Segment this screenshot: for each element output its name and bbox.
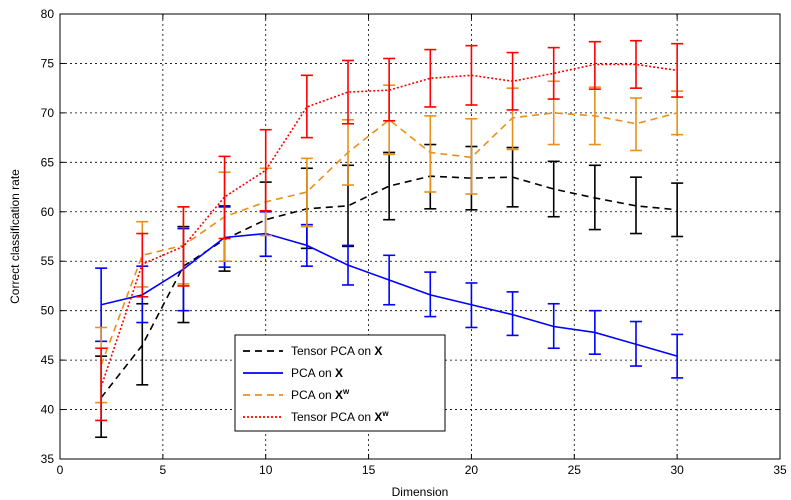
y-tick-label: 40: [41, 403, 55, 417]
series-2: [95, 205, 684, 379]
error-bar: [671, 42, 684, 98]
legend-label-main: Tensor PCA on: [291, 410, 374, 424]
error-bar: [547, 46, 560, 100]
error-bar: [630, 320, 642, 367]
legend-label-superscript: w: [381, 409, 389, 418]
legend-label: Tensor PCA on Xw: [291, 409, 389, 424]
error-bar: [218, 155, 231, 240]
error-bar: [300, 74, 313, 139]
series-line: [100, 175, 678, 399]
legend-label: Tensor PCA on X: [291, 344, 382, 358]
plot-frame: [59, 13, 781, 460]
error-bar: [588, 40, 601, 90]
x-tick-label: 25: [568, 463, 582, 477]
legend-label-variable: X: [335, 388, 343, 402]
y-tick-label: 70: [41, 106, 55, 120]
legend-label-variable: X: [374, 410, 382, 424]
y-tick-label: 75: [41, 56, 55, 70]
error-bar: [300, 223, 313, 267]
error-bar: [506, 291, 519, 337]
x-tick-label: 35: [773, 463, 787, 477]
legend-entry-2: PCA on X: [243, 366, 343, 380]
legend-label-main: PCA on: [291, 366, 335, 380]
error-bar: [424, 48, 437, 108]
y-tick-label: 65: [41, 155, 55, 169]
error-bar: [671, 182, 684, 238]
legend-entry-3: PCA on Xw: [243, 387, 350, 402]
y-tick-label: 35: [41, 452, 55, 466]
error-bar: [547, 160, 560, 218]
error-bar: [177, 206, 190, 287]
error-bar: [424, 271, 437, 318]
legend-entry-1: Tensor PCA on X: [243, 344, 382, 358]
error-bar: [342, 59, 354, 125]
x-tick-label: 15: [362, 463, 376, 477]
x-tick-label: 5: [160, 463, 167, 477]
error-bar: [465, 282, 478, 329]
error-bar: [588, 309, 601, 355]
error-bar: [630, 176, 642, 235]
legend-entry-4: Tensor PCA on Xw: [243, 409, 389, 424]
error-bar: [136, 232, 149, 298]
error-bar: [630, 97, 642, 152]
y-tick-label: 45: [41, 353, 55, 367]
series-line: [100, 112, 678, 366]
legend-label-variable: X: [335, 366, 343, 380]
x-tick-label: 20: [465, 463, 479, 477]
error-bar: [383, 57, 396, 122]
error-bar: [342, 244, 354, 286]
error-bar: [465, 118, 478, 195]
error-bar: [506, 146, 519, 208]
error-bar: [95, 347, 108, 422]
legend-label-superscript: w: [342, 387, 350, 396]
error-bar: [506, 51, 519, 111]
error-bar: [383, 254, 396, 306]
y-tick-label: 55: [41, 254, 55, 268]
legend-label-main: Tensor PCA on: [291, 344, 374, 358]
legend-label-variable: X: [374, 344, 382, 358]
error-bar: [424, 115, 437, 193]
legend-label-main: PCA on: [291, 388, 335, 402]
series-layer: [95, 39, 684, 439]
error-bar: [259, 128, 272, 212]
legend-label: PCA on X: [291, 366, 343, 380]
error-bar: [588, 86, 601, 146]
series-4: [95, 39, 684, 422]
x-tick-label: 10: [259, 463, 273, 477]
y-tick-label: 80: [41, 7, 55, 21]
x-tick-label: 0: [57, 463, 64, 477]
x-axis-label: Dimension: [392, 485, 449, 499]
error-bar: [588, 164, 601, 231]
legend-label: PCA on Xw: [291, 387, 350, 402]
error-bar: [383, 151, 396, 221]
error-bar: [671, 333, 684, 379]
y-tick-label: 60: [41, 205, 55, 219]
error-bar: [300, 157, 313, 228]
error-bar: [630, 39, 642, 89]
axis-ticks: 0 5 10 15 20 25 30 35 35 40 45 50 55 60 65 70 75 80: [41, 7, 787, 477]
y-tick-label: 50: [41, 304, 55, 318]
y-axis-label: Correct classification rate: [8, 169, 22, 304]
error-bar: [465, 44, 478, 106]
x-tick-label: 30: [670, 463, 684, 477]
error-bar: [547, 302, 560, 350]
error-bar: [342, 119, 354, 186]
